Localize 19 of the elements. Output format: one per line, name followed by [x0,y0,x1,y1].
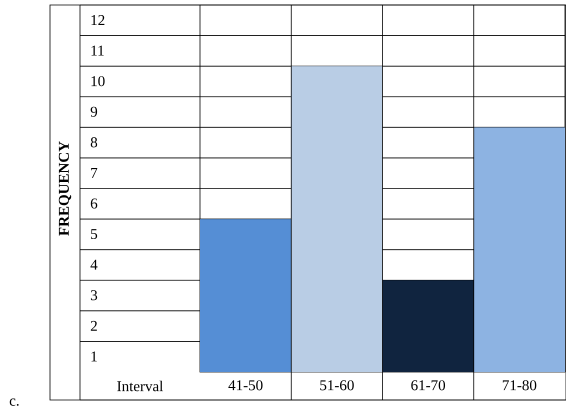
x-tick-label: 61-70 [411,380,446,390]
y-tick-label: 7 [91,168,98,178]
y-tick-label: 10 [92,76,105,86]
text: c. [10,398,19,406]
x-tick-label: 51-60 [320,380,354,390]
y-tick-label: 4 [90,260,98,270]
y-tick-label: 12 [92,15,104,25]
y-tick-label: 8 [90,137,98,148]
x-tick-label: 41-50 [228,380,263,390]
x-tick-label: 71-80 [502,380,536,390]
y-tick-label: 3 [90,290,98,300]
y-tick-label: 1 [92,351,97,362]
y-tick-label: 11 [92,46,104,56]
y-tick-label: 6 [90,198,98,209]
y-tick-label: 9 [90,106,98,117]
y-axis-title: FREQUENCY [58,141,72,236]
x-axis-title: Interval [117,380,164,392]
y-tick-label: 2 [90,320,97,331]
y-tick-label: 5 [91,229,98,240]
